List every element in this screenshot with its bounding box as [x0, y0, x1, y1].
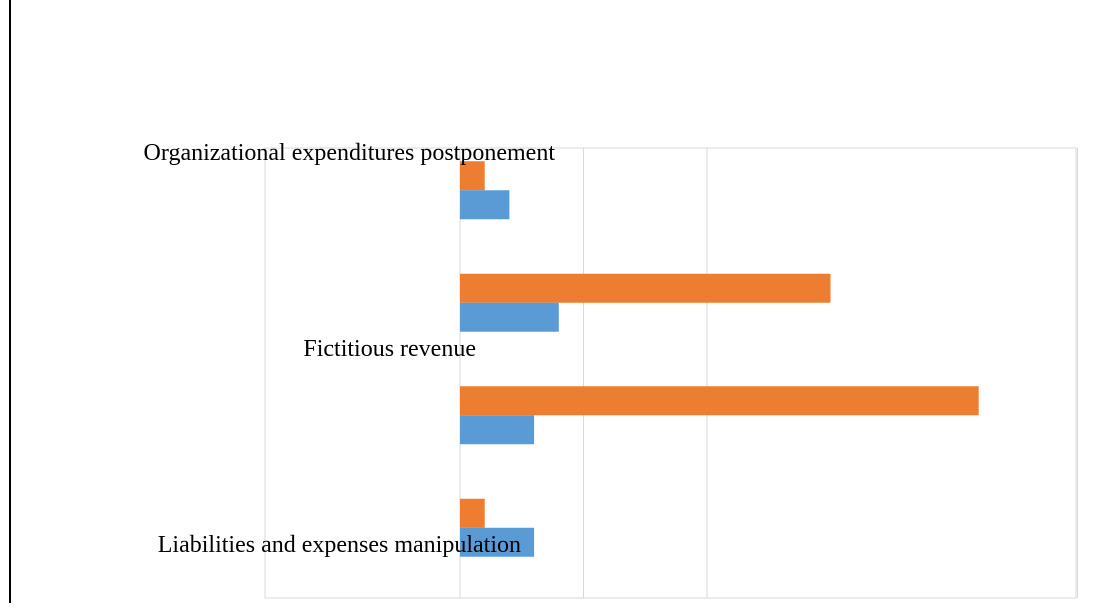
- bar-series-2: [460, 386, 979, 416]
- bar-series-1: [460, 415, 535, 445]
- bar-series-1: [460, 190, 510, 220]
- bar-group: [460, 161, 979, 557]
- bar-series-2: [460, 498, 485, 528]
- category-label: Liabilities and expenses manipulation: [158, 532, 521, 558]
- bar-series-1: [460, 527, 535, 557]
- bar-series-2: [460, 273, 831, 303]
- category-label: Organizational expenditures postponement: [144, 140, 556, 166]
- gridlines: [583, 148, 1078, 598]
- category-labels: Liabilities and expenses manipulation Fic…: [144, 140, 556, 558]
- bar-series-2: [460, 161, 485, 191]
- plot-border: [264, 147, 1077, 599]
- category-label: Fictitious revenue: [303, 336, 476, 362]
- bar-series-1: [460, 302, 559, 332]
